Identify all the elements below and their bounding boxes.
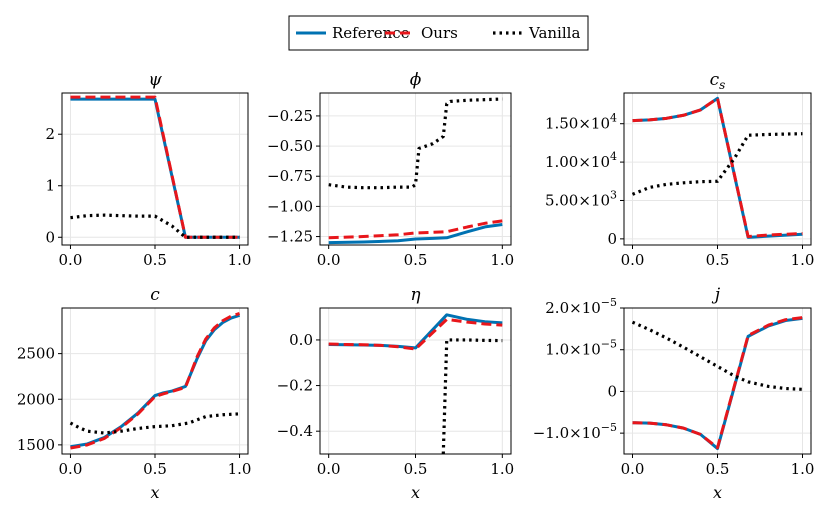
y-tick-label: −1.00	[267, 197, 313, 215]
legend-entry-ours: Ours	[385, 24, 458, 42]
y-tick-label: 2	[45, 125, 55, 143]
legend-label: Vanilla	[528, 24, 580, 42]
panel-title: cs	[710, 70, 726, 92]
y-tick-label: 1.00×104	[545, 150, 617, 171]
x-axis-label: x	[150, 483, 159, 502]
series-group	[69, 312, 241, 450]
grid	[62, 308, 248, 454]
series-vanilla	[70, 213, 240, 239]
series-ours	[632, 316, 803, 450]
x-tick-label: 1.0	[228, 460, 252, 478]
series-group	[631, 96, 803, 239]
x-tick-label: 0.0	[317, 460, 341, 478]
x-tick-label: 0.5	[404, 460, 428, 478]
legend-entry-reference: Reference	[296, 24, 410, 42]
series-ours	[632, 96, 803, 239]
x-tick-label: 1.0	[791, 251, 815, 269]
x-tick-label: 0.0	[621, 460, 645, 478]
x-axis-label: x	[411, 483, 420, 502]
panel-title: ϕ	[410, 70, 422, 90]
y-tick-label: 0.0	[289, 331, 313, 349]
series-vanilla	[69, 412, 240, 435]
series-vanilla	[631, 132, 803, 196]
grid	[62, 93, 248, 245]
legend-frame	[288, 15, 589, 51]
y-tick-label: 2500	[17, 345, 55, 363]
x-tick-label: 0.5	[706, 251, 730, 269]
series-group	[328, 313, 503, 454]
panel-title: c	[150, 285, 160, 305]
series-group	[328, 97, 503, 245]
y-tick-label: 2000	[17, 390, 55, 408]
series-ours	[70, 95, 240, 239]
y-tick-label: 0	[607, 230, 617, 248]
panel-1: 0.0 0.5 1.0 0 1 2 ψ	[45, 70, 251, 269]
panel-title: η	[410, 285, 421, 305]
panel-4: 0.0 0.5 1.0 1500 2000 2500 c x	[17, 285, 252, 502]
series-reference	[328, 223, 503, 245]
x-tick-label: 1.0	[228, 251, 252, 269]
x-tick-label: 0.5	[143, 251, 167, 269]
y-tick-label: 1500	[17, 436, 55, 454]
y-tick-label: −0.25	[267, 107, 313, 125]
x-tick-label: 1.0	[490, 251, 514, 269]
series-ours	[328, 317, 503, 351]
y-tick-label: −0.4	[277, 422, 313, 440]
y-tick-label: 0	[607, 382, 617, 400]
panel-2: 0.0 0.5 1.0 −0.25 −0.50 −0.75 −1.00 −1.25 ϕ	[267, 70, 514, 269]
panels: 0.0 0.5 1.0 0 1 2 ψ 0.0 0.5 1.0 −0.25 −0.50 −0.75 −1.…	[17, 70, 815, 502]
series-vanilla	[441, 338, 503, 454]
x-tick-label: 0.0	[59, 251, 83, 269]
y-tick-label: 5.00×103	[545, 188, 617, 209]
y-tick-label: 2.0×10−5	[545, 296, 617, 317]
y-tick-label: 0	[45, 228, 55, 246]
panel-6: 0.0 0.5 1.0 0 1.0×10−5 2.0×10−5 −1.0×10−5 j x	[533, 285, 815, 502]
y-tick-label: −1.0×10−5	[533, 421, 617, 442]
x-tick-label: 1.0	[791, 460, 815, 478]
x-tick-label: 0.5	[143, 460, 167, 478]
y-tick-label: 1.0×10−5	[545, 338, 617, 359]
panel-5: 0.0 0.5 1.0 0.0 −0.2 −0.4 η x	[277, 285, 515, 502]
series-group	[70, 95, 240, 239]
x-tick-label: 0.0	[59, 460, 83, 478]
x-tick-label: 0.5	[404, 251, 428, 269]
grid	[320, 93, 511, 245]
panel-title: j	[711, 285, 721, 305]
x-tick-label: 0.5	[706, 460, 730, 478]
y-tick-label: −1.25	[267, 228, 313, 246]
x-tick-label: 0.0	[621, 251, 645, 269]
panel-3: 0.0 0.5 1.0 0 5.00×103 1.00×104 1.50×104 cs	[545, 70, 814, 269]
series-group	[631, 316, 803, 451]
legend-label: Ours	[421, 24, 458, 42]
y-tick-label: 1.50×104	[545, 112, 617, 133]
x-tick-label: 0.0	[317, 251, 341, 269]
x-tick-label: 1.0	[490, 460, 514, 478]
y-tick-label: −0.75	[267, 167, 313, 185]
legend-entry-vanilla: Vanilla	[493, 24, 580, 42]
legend: Reference Ours Vanilla	[288, 15, 589, 51]
y-tick-label: −0.50	[267, 137, 313, 155]
series-vanilla	[631, 320, 803, 391]
y-tick-label: 1	[45, 177, 55, 195]
y-tick-label: −0.2	[277, 377, 313, 395]
series-ours	[328, 219, 503, 240]
grid	[624, 93, 811, 245]
legend-label: Reference	[332, 24, 410, 42]
series-vanilla	[328, 97, 503, 190]
grid	[320, 308, 511, 454]
x-axis-label: x	[713, 483, 722, 502]
panel-title: ψ	[148, 70, 162, 90]
